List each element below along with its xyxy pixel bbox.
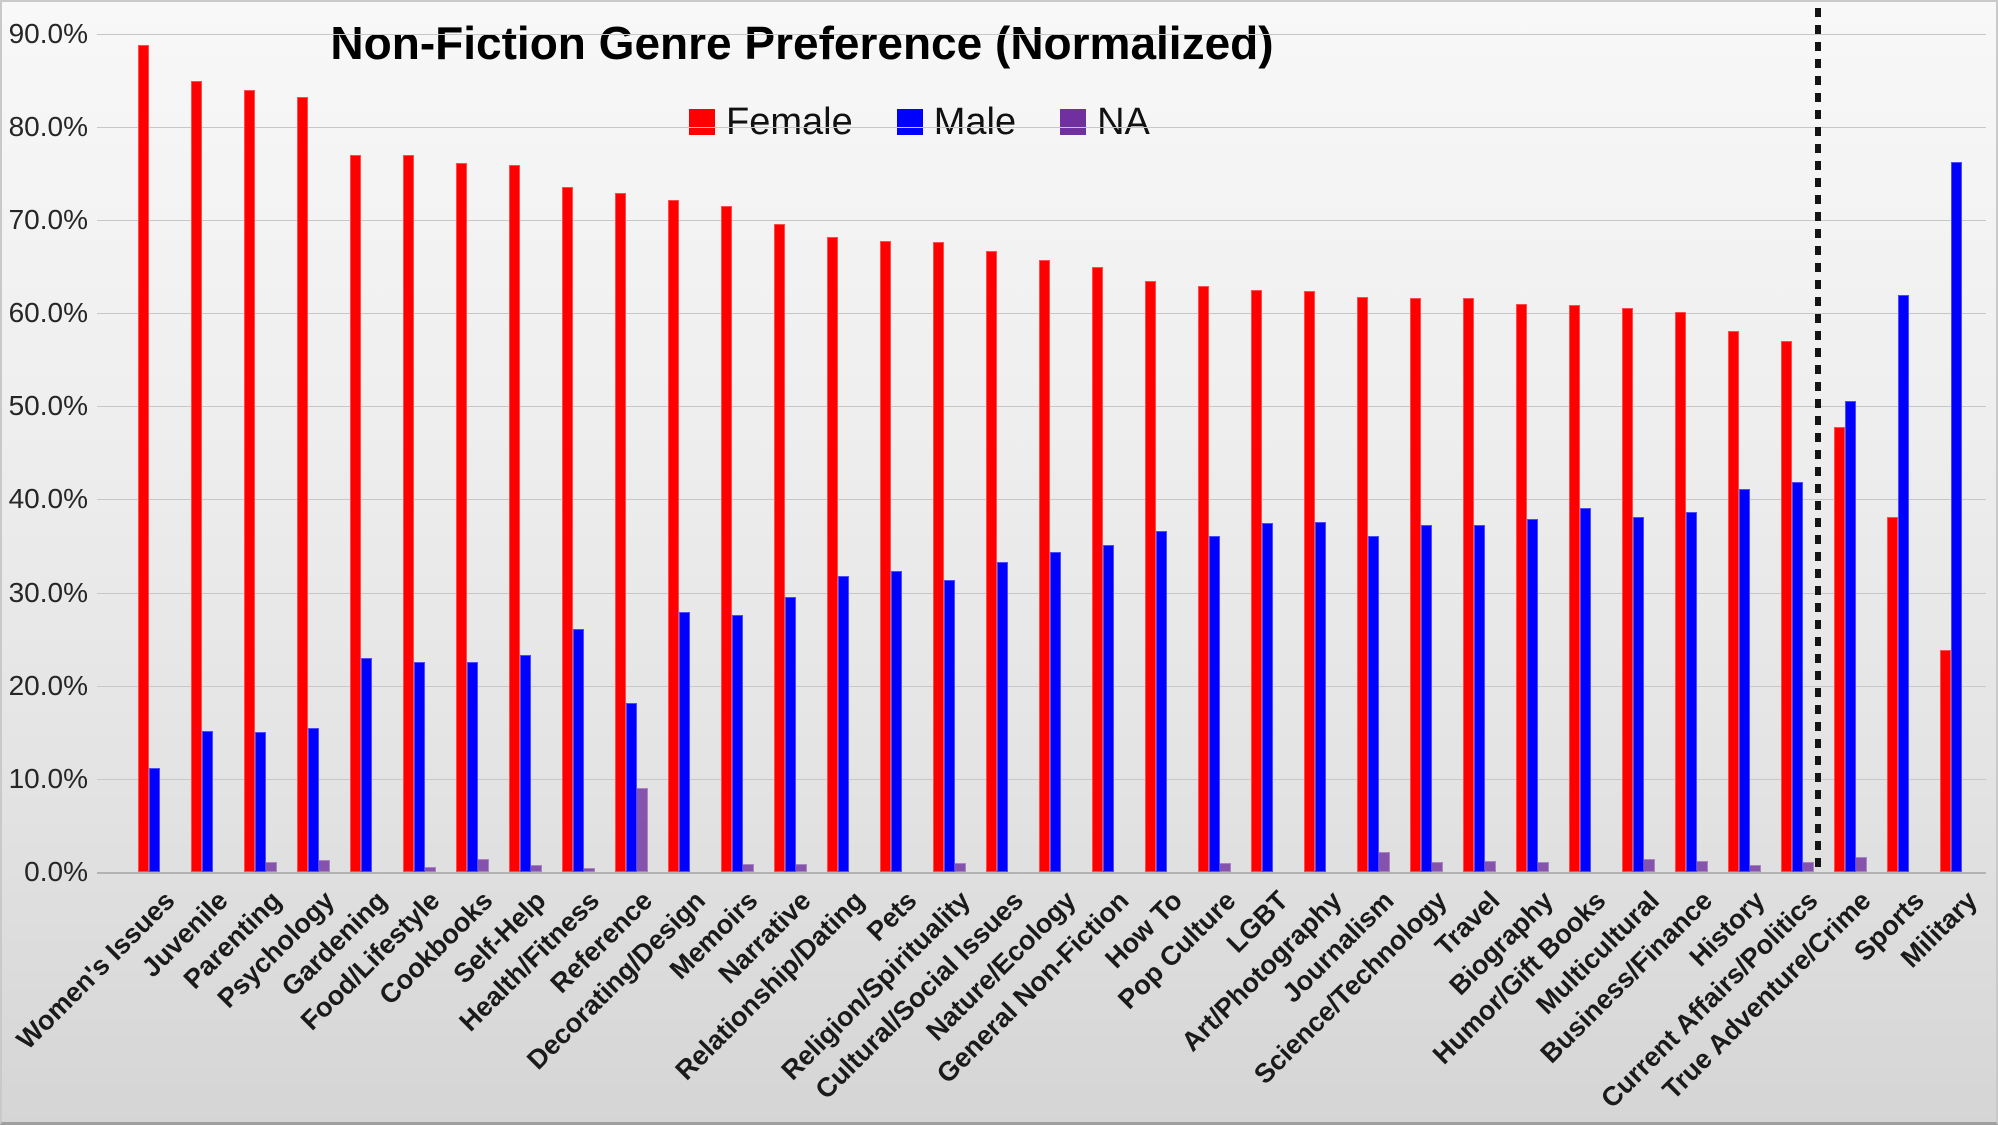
bar-male-30 xyxy=(1738,489,1750,872)
y-axis-tick-label: 80.0% xyxy=(8,110,88,142)
bar-female-23 xyxy=(1356,297,1368,872)
separator-dotted-line xyxy=(1815,8,1821,874)
gridline-90 xyxy=(97,33,1986,35)
bar-female-1 xyxy=(190,81,202,872)
y-axis-tick-label: 0.0% xyxy=(24,856,88,887)
bar-male-31 xyxy=(1791,481,1803,872)
bar-female-21 xyxy=(1250,289,1262,872)
bar-male-9 xyxy=(625,703,637,872)
bar-male-6 xyxy=(466,662,478,872)
bar-male-11 xyxy=(731,614,743,872)
bar-male-12 xyxy=(784,597,796,872)
bar-female-18 xyxy=(1091,267,1103,872)
bar-male-1 xyxy=(201,731,213,872)
bar-female-24 xyxy=(1409,298,1421,872)
bar-male-4 xyxy=(360,657,372,872)
bar-male-13 xyxy=(837,575,849,872)
legend-label-female: Female xyxy=(726,101,853,143)
male-color-swatch xyxy=(896,109,923,135)
bar-female-11 xyxy=(720,205,732,872)
chart-title: Non-Fiction Genre Preference (Normalized… xyxy=(330,17,1274,69)
bar-male-3 xyxy=(307,727,319,872)
gridline-0 xyxy=(97,872,1986,874)
female-color-swatch xyxy=(689,109,715,135)
bar-male-27 xyxy=(1579,507,1591,872)
legend-item-male: Male xyxy=(896,101,1017,143)
legend-label-na: NA xyxy=(1097,101,1150,143)
y-axis-tick-label: 40.0% xyxy=(8,483,88,515)
bar-female-5 xyxy=(402,154,414,872)
y-axis-tick-label: 50.0% xyxy=(8,390,88,422)
bar-male-33 xyxy=(1897,295,1909,872)
bar-male-15 xyxy=(943,579,955,872)
bar-female-33 xyxy=(1886,517,1898,872)
bar-female-14 xyxy=(879,241,891,872)
gridline-80 xyxy=(97,126,1986,128)
bar-male-20 xyxy=(1208,535,1220,872)
bar-female-13 xyxy=(826,236,838,872)
bar-female-34 xyxy=(1939,650,1951,872)
bar-male-22 xyxy=(1314,521,1326,872)
bar-female-31 xyxy=(1780,341,1792,872)
bar-male-2 xyxy=(254,732,266,872)
bar-male-16 xyxy=(996,561,1008,872)
y-axis-tick-label: 10.0% xyxy=(8,762,88,794)
bar-female-17 xyxy=(1038,260,1050,872)
bar-female-2 xyxy=(243,90,255,872)
y-axis-tick-label: 20.0% xyxy=(8,669,88,701)
bar-female-27 xyxy=(1568,304,1580,872)
bar-male-23 xyxy=(1367,535,1379,872)
bar-female-12 xyxy=(773,223,785,872)
bar-male-26 xyxy=(1526,518,1538,872)
y-axis-tick-label: 70.0% xyxy=(8,203,88,235)
bar-female-32 xyxy=(1833,426,1845,872)
y-axis-tick-label: 30.0% xyxy=(8,576,88,608)
bar-male-17 xyxy=(1049,552,1061,872)
bar-male-18 xyxy=(1102,545,1114,872)
na-color-swatch xyxy=(1060,109,1087,135)
bar-male-29 xyxy=(1685,511,1697,872)
bar-male-8 xyxy=(572,628,584,872)
bar-female-4 xyxy=(349,154,361,872)
bar-male-7 xyxy=(519,654,531,872)
gridline-70 xyxy=(97,219,1986,221)
bar-female-7 xyxy=(508,164,520,872)
bar-male-14 xyxy=(890,571,902,872)
bar-female-10 xyxy=(667,200,679,872)
y-axis-tick-label: 90.0% xyxy=(8,17,88,49)
bar-female-6 xyxy=(455,163,467,872)
bar-female-26 xyxy=(1515,303,1527,872)
bar-female-8 xyxy=(561,187,573,872)
legend-label-male: Male xyxy=(933,101,1017,143)
bar-female-19 xyxy=(1144,281,1156,872)
bar-male-25 xyxy=(1473,525,1485,872)
bar-female-3 xyxy=(296,96,308,872)
legend-item-na: NA xyxy=(1060,102,1150,142)
bar-male-32 xyxy=(1844,400,1856,872)
bar-male-21 xyxy=(1261,522,1273,872)
bar-female-15 xyxy=(932,242,944,872)
chart-legend: Female Male NA xyxy=(689,102,1150,142)
bar-male-28 xyxy=(1632,517,1644,872)
bar-male-0 xyxy=(148,767,160,872)
bar-female-25 xyxy=(1462,298,1474,872)
bar-female-9 xyxy=(614,192,626,872)
bar-female-28 xyxy=(1621,308,1633,872)
legend-item-female: Female xyxy=(689,102,853,142)
bar-male-24 xyxy=(1420,524,1432,872)
bar-male-10 xyxy=(678,612,690,872)
bar-male-19 xyxy=(1155,531,1167,872)
bar-male-5 xyxy=(413,662,425,872)
bar-female-0 xyxy=(137,44,149,872)
bar-female-30 xyxy=(1727,330,1739,872)
bar-female-22 xyxy=(1303,290,1315,872)
bar-female-29 xyxy=(1674,312,1686,872)
bar-male-34 xyxy=(1950,162,1962,872)
bar-female-20 xyxy=(1197,286,1209,872)
y-axis-tick-label: 60.0% xyxy=(8,297,88,329)
bar-female-16 xyxy=(985,250,997,872)
